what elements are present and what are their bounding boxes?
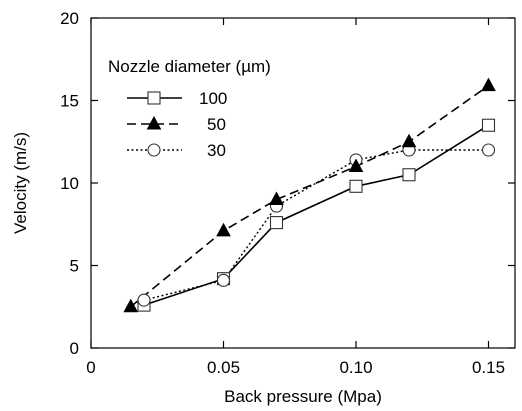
y-tick-label: 0 <box>70 339 79 358</box>
y-tick-label: 5 <box>70 257 79 276</box>
y-tick-label: 10 <box>60 174 79 193</box>
legend-marker-50 <box>146 115 162 130</box>
series-line-50 <box>130 84 489 308</box>
data-point-100 <box>269 216 284 230</box>
y-axis: 0 5 10 15 20 <box>60 9 515 358</box>
data-point-50 <box>401 133 417 148</box>
y-tick-label: 20 <box>60 9 79 28</box>
x-tick-label: 0.10 <box>339 358 372 377</box>
data-point-50 <box>348 158 364 172</box>
data-point-50 <box>269 191 284 205</box>
data-point-30 <box>137 293 151 307</box>
legend-title: Nozzle diameter (µm) <box>108 57 271 76</box>
legend-label-30: 30 <box>207 141 226 160</box>
x-tick-label: 0.15 <box>472 358 505 377</box>
legend-label-50: 50 <box>207 115 226 134</box>
data-point-100 <box>402 168 416 182</box>
x-tick-label: 0 <box>86 358 95 377</box>
legend: Nozzle diameter (µm) 100 50 30 <box>108 57 271 160</box>
data-point-50 <box>216 222 231 237</box>
x-axis-title: Back pressure (Mpa) <box>224 387 382 406</box>
series-line-30 <box>143 149 489 301</box>
data-point-100 <box>481 118 496 132</box>
y-axis-title: Velocity (m/s) <box>11 132 30 234</box>
data-point-30 <box>481 143 496 157</box>
y-tick-label: 15 <box>60 92 79 111</box>
data-point-30 <box>216 273 231 287</box>
data-point-50 <box>123 298 139 313</box>
legend-marker-100 <box>147 91 161 105</box>
legend-label-100: 100 <box>199 89 227 108</box>
x-tick-label: 0.05 <box>207 358 240 377</box>
data-point-50 <box>481 77 496 92</box>
x-axis: 0 0.05 0.10 0.15 <box>86 18 505 377</box>
data-point-100 <box>349 179 363 193</box>
series-layer <box>123 77 496 313</box>
legend-marker-30 <box>147 143 161 157</box>
series-line-100 <box>143 124 489 306</box>
